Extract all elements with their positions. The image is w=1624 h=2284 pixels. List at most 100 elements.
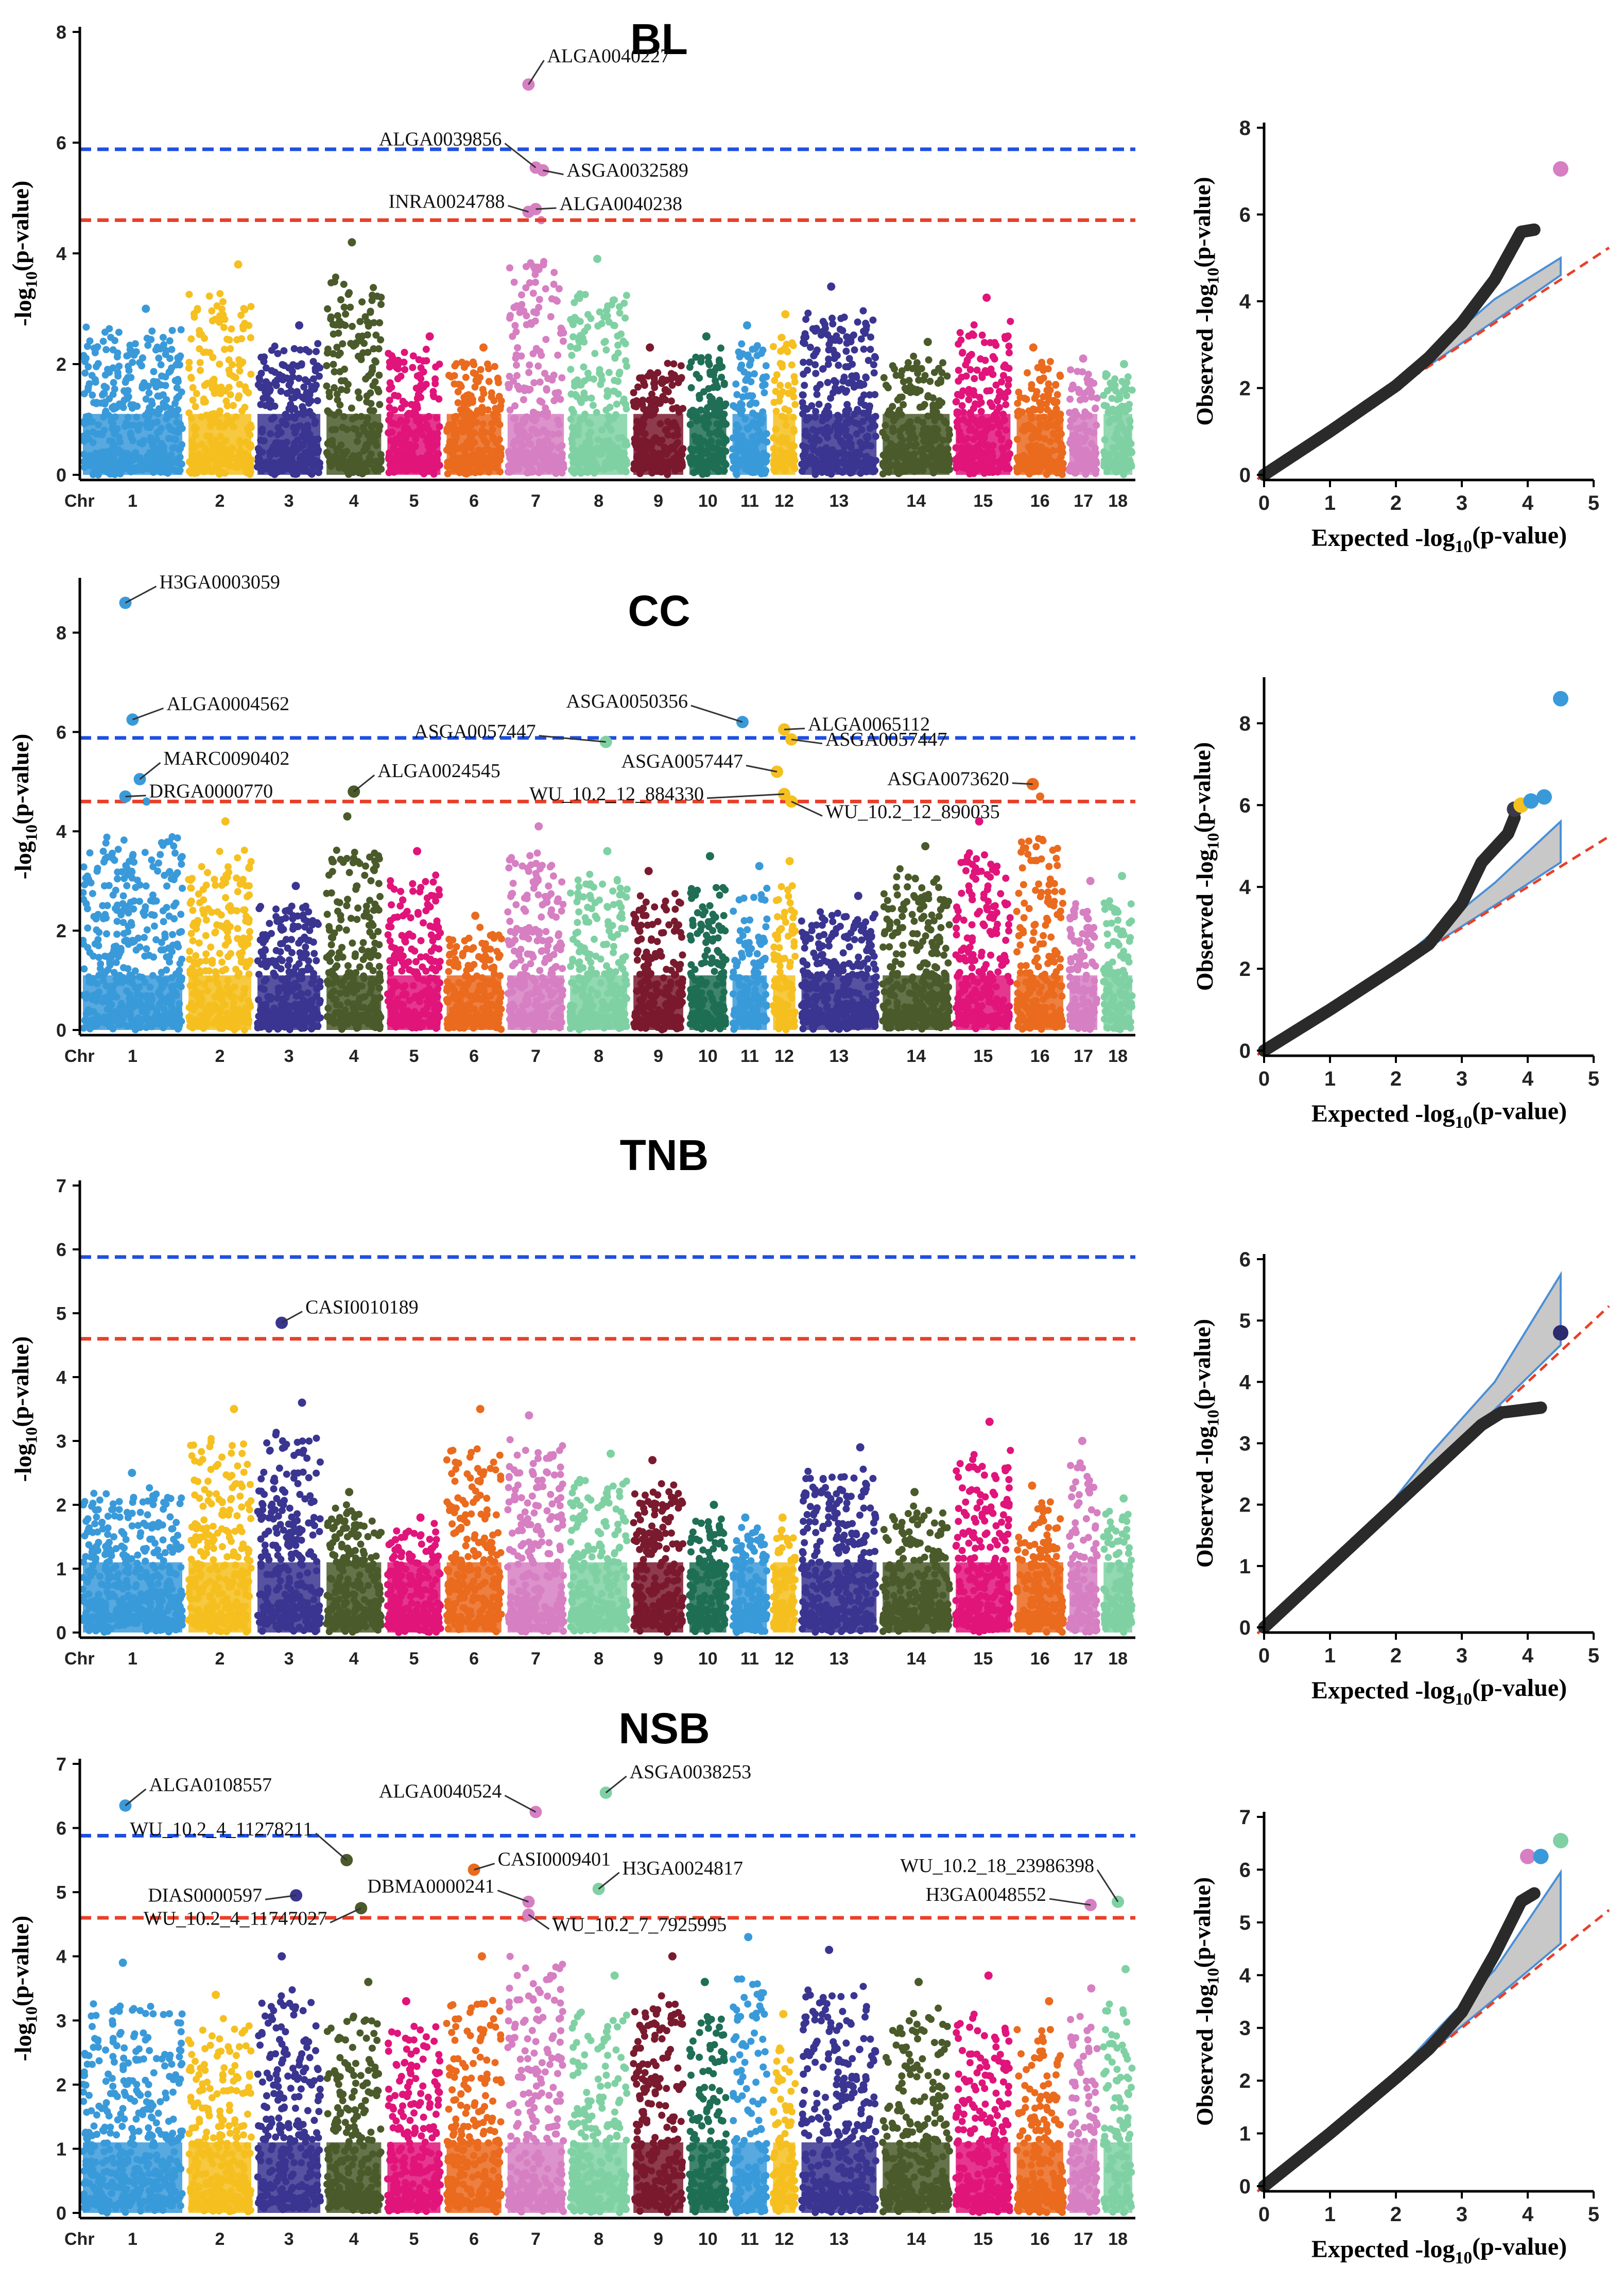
snp-point [978,373,986,381]
snp-point [813,385,821,392]
snp-point [783,340,790,348]
snp-point [720,380,728,387]
snp-band [257,414,321,475]
chrom-label: 13 [830,491,849,511]
snp-point [478,396,486,403]
snp-point [423,357,430,365]
snp-point [192,403,199,410]
snp-point [886,407,893,415]
snp-point [221,346,228,353]
snp-band [689,414,727,475]
snp-point [677,362,685,370]
snp-point [84,363,92,371]
snp-point [171,400,179,407]
snp-point [811,361,819,369]
snp-point [509,333,516,340]
snp-point [217,383,225,391]
snp-point [531,279,539,286]
snp-point [109,950,116,958]
snp-point [95,942,102,950]
snp-point [495,379,503,386]
snp-point [488,389,495,397]
snp-point [288,368,296,375]
snp-point [194,917,202,925]
snp-point [133,402,141,410]
snp-point [799,399,806,406]
snp-peak [982,294,991,302]
snp-point [84,924,92,932]
snp-peak [781,310,790,319]
snp-point [266,403,274,411]
snp-point [470,369,477,376]
snp-point [118,868,126,875]
snp-point [871,391,879,399]
snp-point [80,965,88,973]
snp-point [407,401,415,408]
snp-band [1016,414,1063,475]
snp-point [526,361,533,369]
snp-point [255,374,263,382]
snp-point [539,261,547,268]
snp-point [1015,388,1023,396]
snp-point [206,349,214,356]
snp-point [216,290,224,298]
snp-point [778,334,785,341]
snp-point [955,367,962,374]
snp-point [529,289,537,297]
chrom-label: 16 [1030,491,1050,511]
snp-point [240,847,248,854]
snp-point [347,303,354,311]
snp-point [271,368,279,376]
snp-point [359,349,367,357]
snp-point [744,353,752,360]
snp-band [387,414,441,475]
snp-point [124,965,132,972]
snp-point [197,367,204,374]
snp-point [371,378,379,386]
snp-point [148,856,156,864]
snp-point [827,337,835,345]
snp-point [120,836,128,844]
snp-point [930,369,938,376]
snp-point [995,404,1003,411]
snp-point [169,931,176,938]
snp-point [936,397,943,405]
snp-point [420,368,427,376]
snp-peak [234,260,243,269]
snp-point [234,925,241,932]
snp-point [589,402,597,409]
snp-point [386,379,394,387]
snp-point [204,869,211,877]
snp-point [558,374,566,382]
snp-point [1005,349,1013,357]
snp-point [1052,381,1060,388]
snp-point [581,328,589,335]
snp-point [738,406,746,414]
snp-point [1123,379,1131,386]
snp-point [736,353,744,360]
snp-point [324,346,332,353]
snp-point [747,378,755,386]
snp-point [831,350,839,358]
snp-point [136,943,144,951]
snp-point [126,857,133,865]
snp-peak [593,254,602,263]
snp-point [287,379,294,386]
snp-point [82,323,90,331]
snp-point [623,363,631,370]
snp-point [518,291,525,299]
snp-point [532,345,540,352]
annotation-label: INRA0024788 [389,191,505,212]
snp-point [483,360,491,368]
snp-point [124,352,131,359]
snp-point [102,346,110,353]
snp-point [1086,385,1094,393]
snp-point [370,284,377,291]
snp-point [342,310,350,318]
snp-point [119,919,127,926]
snp-point [309,358,317,365]
snp-point [165,869,173,877]
snp-point [161,403,168,411]
snp-point [630,389,637,397]
snp-point [176,929,183,936]
